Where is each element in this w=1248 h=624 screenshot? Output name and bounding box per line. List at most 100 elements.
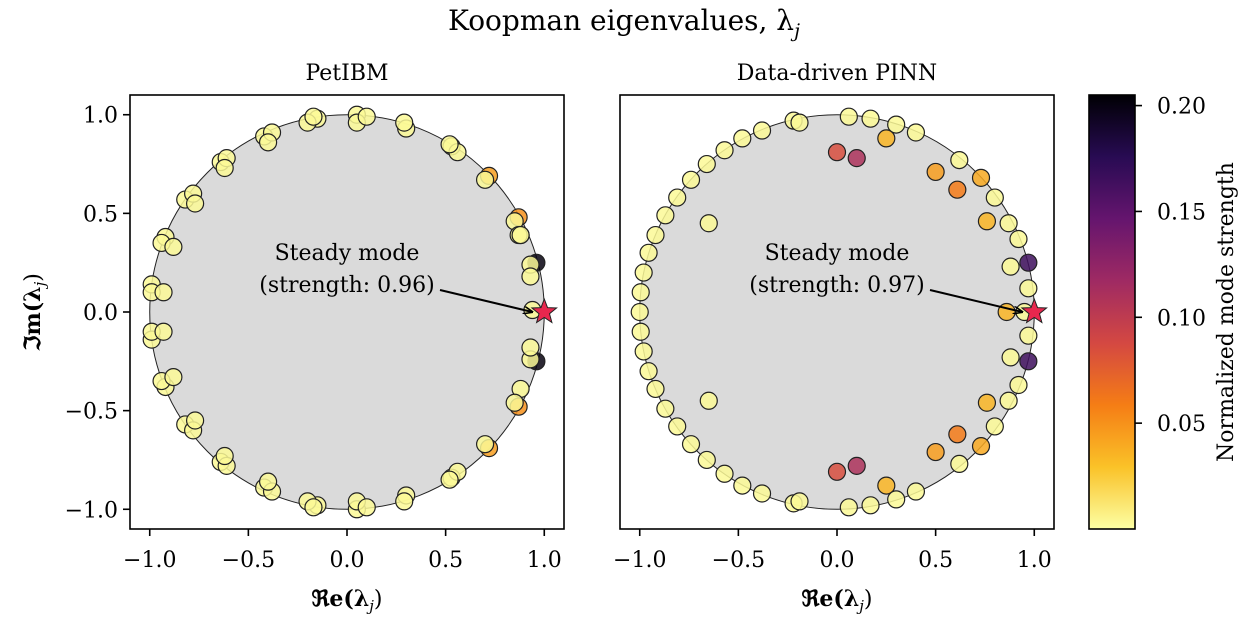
- ylabel-petibm-close: ): [21, 273, 46, 282]
- eigenvalue-point: [752, 484, 772, 503]
- eigenvalue-point: [827, 143, 847, 162]
- xlabel-pinn: ℜe(λj): [802, 586, 873, 615]
- eigenvalue-point: [668, 417, 687, 436]
- eigenvalue-point: [1019, 352, 1038, 371]
- eigenvalue-point: [697, 450, 716, 470]
- eigenvalue-point: [887, 115, 906, 134]
- eigenvalue-point: [1019, 279, 1038, 298]
- eigenvalue-point: [839, 498, 858, 517]
- eigenvalue-point: [1019, 326, 1038, 345]
- plot-area-pinn: [630, 107, 1038, 517]
- y-tick-label: 0.5: [83, 202, 118, 227]
- steady-mode-star: [1020, 297, 1048, 324]
- eigenvalue-point: [906, 123, 926, 142]
- colorbar: 0.05 0.10 0.15 0.20 Normalized mode strengt…: [1088, 94, 1239, 530]
- figure-title-subscript: j: [790, 20, 800, 42]
- eigenvalue-point: [646, 225, 665, 245]
- eigenvalue-point: [630, 302, 649, 322]
- eigenvalue-point: [699, 214, 718, 233]
- eigenvalue-point: [475, 435, 495, 454]
- eigenvalue-point: [950, 151, 969, 170]
- annotation-petibm-line2: (strength: 0.96): [259, 273, 434, 298]
- x-tick-label: 0.5: [918, 548, 953, 573]
- xlabel-pinn-text: ℜe(λ: [802, 586, 860, 612]
- eigenvalue-point: [258, 133, 278, 152]
- eigenvalue-point: [357, 498, 376, 517]
- eigenvalue-point: [790, 113, 809, 132]
- eigenvalue-point: [999, 214, 1018, 233]
- x-tick-label: −0.5: [222, 548, 275, 573]
- xlabel-petibm-close: ): [374, 587, 383, 612]
- eigenvalue-point: [440, 470, 459, 489]
- colorbar-label: Normalized mode strength: [1214, 162, 1239, 462]
- eigenvalue-point: [977, 212, 997, 231]
- y-tick-label: 1.0: [83, 104, 118, 129]
- eigenvalue-point: [521, 267, 540, 286]
- eigenvalue-point: [877, 476, 896, 495]
- eigenvalue-point: [861, 496, 880, 515]
- eigenvalue-point: [646, 379, 665, 399]
- eigenvalue-point: [790, 492, 809, 511]
- colorbar-tick-label: 0.20: [1157, 95, 1206, 120]
- eigenvalue-point: [1019, 253, 1038, 272]
- y-tick-label: 0.0: [83, 301, 118, 326]
- x-tick-label: 0.0: [330, 548, 365, 573]
- eigenvalue-point: [215, 446, 234, 466]
- eigenvalue-point: [971, 168, 991, 187]
- annotation-pinn-line1: Steady mode: [765, 241, 910, 266]
- eigenvalue-point: [154, 322, 173, 341]
- eigenvalue-point: [752, 121, 772, 140]
- x-tick-label: 0.5: [428, 548, 463, 573]
- x-tick-label: −1.0: [123, 548, 176, 573]
- eigenvalue-point: [926, 162, 945, 182]
- eigenvalue-point: [1001, 348, 1020, 367]
- eigenvalue-point: [1009, 375, 1028, 395]
- eigenvalue-point: [656, 206, 675, 225]
- annotation-pinn: Steady mode (strength: 0.97): [749, 241, 1022, 312]
- eigenvalue-point: [1001, 257, 1020, 276]
- eigenvalue-point: [715, 141, 734, 160]
- eigenvalue-point: [733, 129, 752, 148]
- eigenvalue-point: [521, 338, 540, 357]
- eigenvalue-point: [631, 283, 650, 302]
- xlabel-petibm-text: ℜe(λ: [312, 586, 370, 612]
- xlabel-petibm: ℜe(λj): [312, 586, 383, 615]
- eigenvalue-point: [634, 263, 653, 282]
- colorbar-tick-label: 0.10: [1157, 306, 1206, 331]
- panel-pinn: Data-driven PINN −1.0 −0.5 0.0 0.5 1.0 ℜe(λj…: [613, 61, 1055, 615]
- annotation-petibm-line1: Steady mode: [275, 241, 420, 266]
- eigenvalue-point: [999, 391, 1018, 410]
- eigenvalue-point: [631, 322, 650, 341]
- axis-ticks-pinn: −1.0 −0.5 0.0 0.5 1.0: [613, 297, 1052, 573]
- ylabel-petibm-text: ℑm(λ: [20, 286, 46, 351]
- ylabel-petibm-subscript: j: [31, 281, 49, 289]
- eigenvalue-point: [395, 113, 414, 132]
- eigenvalue-point: [906, 482, 926, 501]
- panel-petibm: PetIBM −1.0 −0.5 0.0 0.5 1.0 −1.0 −0.5 0.0 0.5 1.…: [20, 61, 565, 615]
- eigenvalue-point: [699, 391, 718, 410]
- axis-ticks-petibm: −1.0 −0.5 0.0 0.5 1.0 −1.0 −0.5 0.0 0.5 1.0: [65, 104, 562, 573]
- colorbar-ticks: 0.05 0.10 0.15 0.20: [1135, 95, 1206, 437]
- eigenvalue-point: [985, 417, 1004, 436]
- figure-title: Koopman eigenvalues, λj: [448, 4, 800, 42]
- eigenvalue-point: [668, 188, 687, 207]
- x-tick-label: 1.0: [527, 548, 562, 573]
- xlabel-pinn-close: ): [864, 587, 873, 612]
- eigenvalue-point: [634, 342, 653, 361]
- eigenvalue-point: [154, 283, 173, 302]
- colorbar-tick-label: 0.15: [1157, 200, 1206, 225]
- eigenvalue-point: [511, 225, 530, 245]
- eigenvalue-point: [847, 456, 866, 475]
- eigenvalue-point: [505, 393, 524, 412]
- eigenvalue-point: [1009, 229, 1028, 249]
- annotation-petibm: Steady mode (strength: 0.96): [259, 241, 532, 312]
- eigenvalue-point: [950, 454, 969, 473]
- xlabel-pinn-subscript: j: [856, 597, 864, 615]
- ylabel-petibm: ℑm(λj): [20, 273, 49, 352]
- eigenvalue-point: [186, 194, 205, 213]
- eigenvalue-point: [164, 368, 183, 387]
- eigenvalue-point: [440, 135, 459, 154]
- x-tick-label: 1.0: [1017, 548, 1052, 573]
- eigenvalue-point: [357, 107, 376, 126]
- eigenvalue-point: [186, 411, 205, 430]
